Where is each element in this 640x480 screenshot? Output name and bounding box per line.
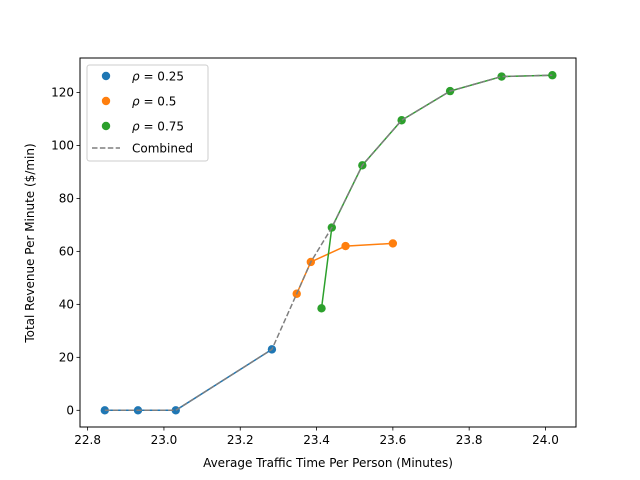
x-tick-label: 22.8: [74, 433, 101, 447]
plot-frame: [79, 57, 577, 428]
y-tick-label: 80: [59, 192, 74, 206]
y-tick-label: 20: [59, 351, 74, 365]
legend-marker-0: [101, 71, 111, 81]
y-tick-label: 40: [59, 298, 74, 312]
x-tick-label: 23.6: [380, 433, 407, 447]
x-tick-label: 23.8: [456, 433, 483, 447]
y-tick-label: 60: [59, 245, 74, 259]
y-tick-label: 100: [51, 139, 74, 153]
legend: ρ = 0.25 ρ = 0.5 ρ = 0.75 Combined: [86, 64, 209, 162]
y-axis-label: Total Revenue Per Minute ($/min): [23, 143, 37, 343]
plot-layer: [100, 71, 557, 415]
combined-line: [104, 74, 553, 412]
x-tick-label: 23.2: [227, 433, 254, 447]
legend-marker-1: [101, 96, 111, 106]
series-1-point: [341, 241, 350, 251]
legend-label-1: ρ = 0.5: [132, 94, 176, 108]
series-1-point: [388, 239, 398, 248]
x-tick-label: 23.4: [303, 433, 330, 447]
y-tick-label: 0: [66, 404, 74, 418]
legend-marker-2: [101, 121, 111, 131]
legend-box: [86, 64, 209, 162]
series-2-point: [317, 304, 326, 313]
x-axis-label: Average Traffic Time Per Person (Minutes…: [203, 456, 453, 470]
series-2-point: [497, 72, 506, 81]
x-tick-label: 24.0: [532, 433, 559, 447]
legend-label-combined: Combined: [132, 141, 193, 155]
legend-label-2: ρ = 0.75: [132, 119, 184, 133]
ticks-layer: 22.8 23.0 23.2 23.4 23.6 23.8 24.0 0 20 40 60 80 100…: [51, 86, 559, 447]
legend-label-0: ρ = 0.25: [132, 69, 184, 83]
x-tick-label: 23.0: [151, 433, 178, 447]
y-tick-label: 120: [51, 86, 74, 100]
